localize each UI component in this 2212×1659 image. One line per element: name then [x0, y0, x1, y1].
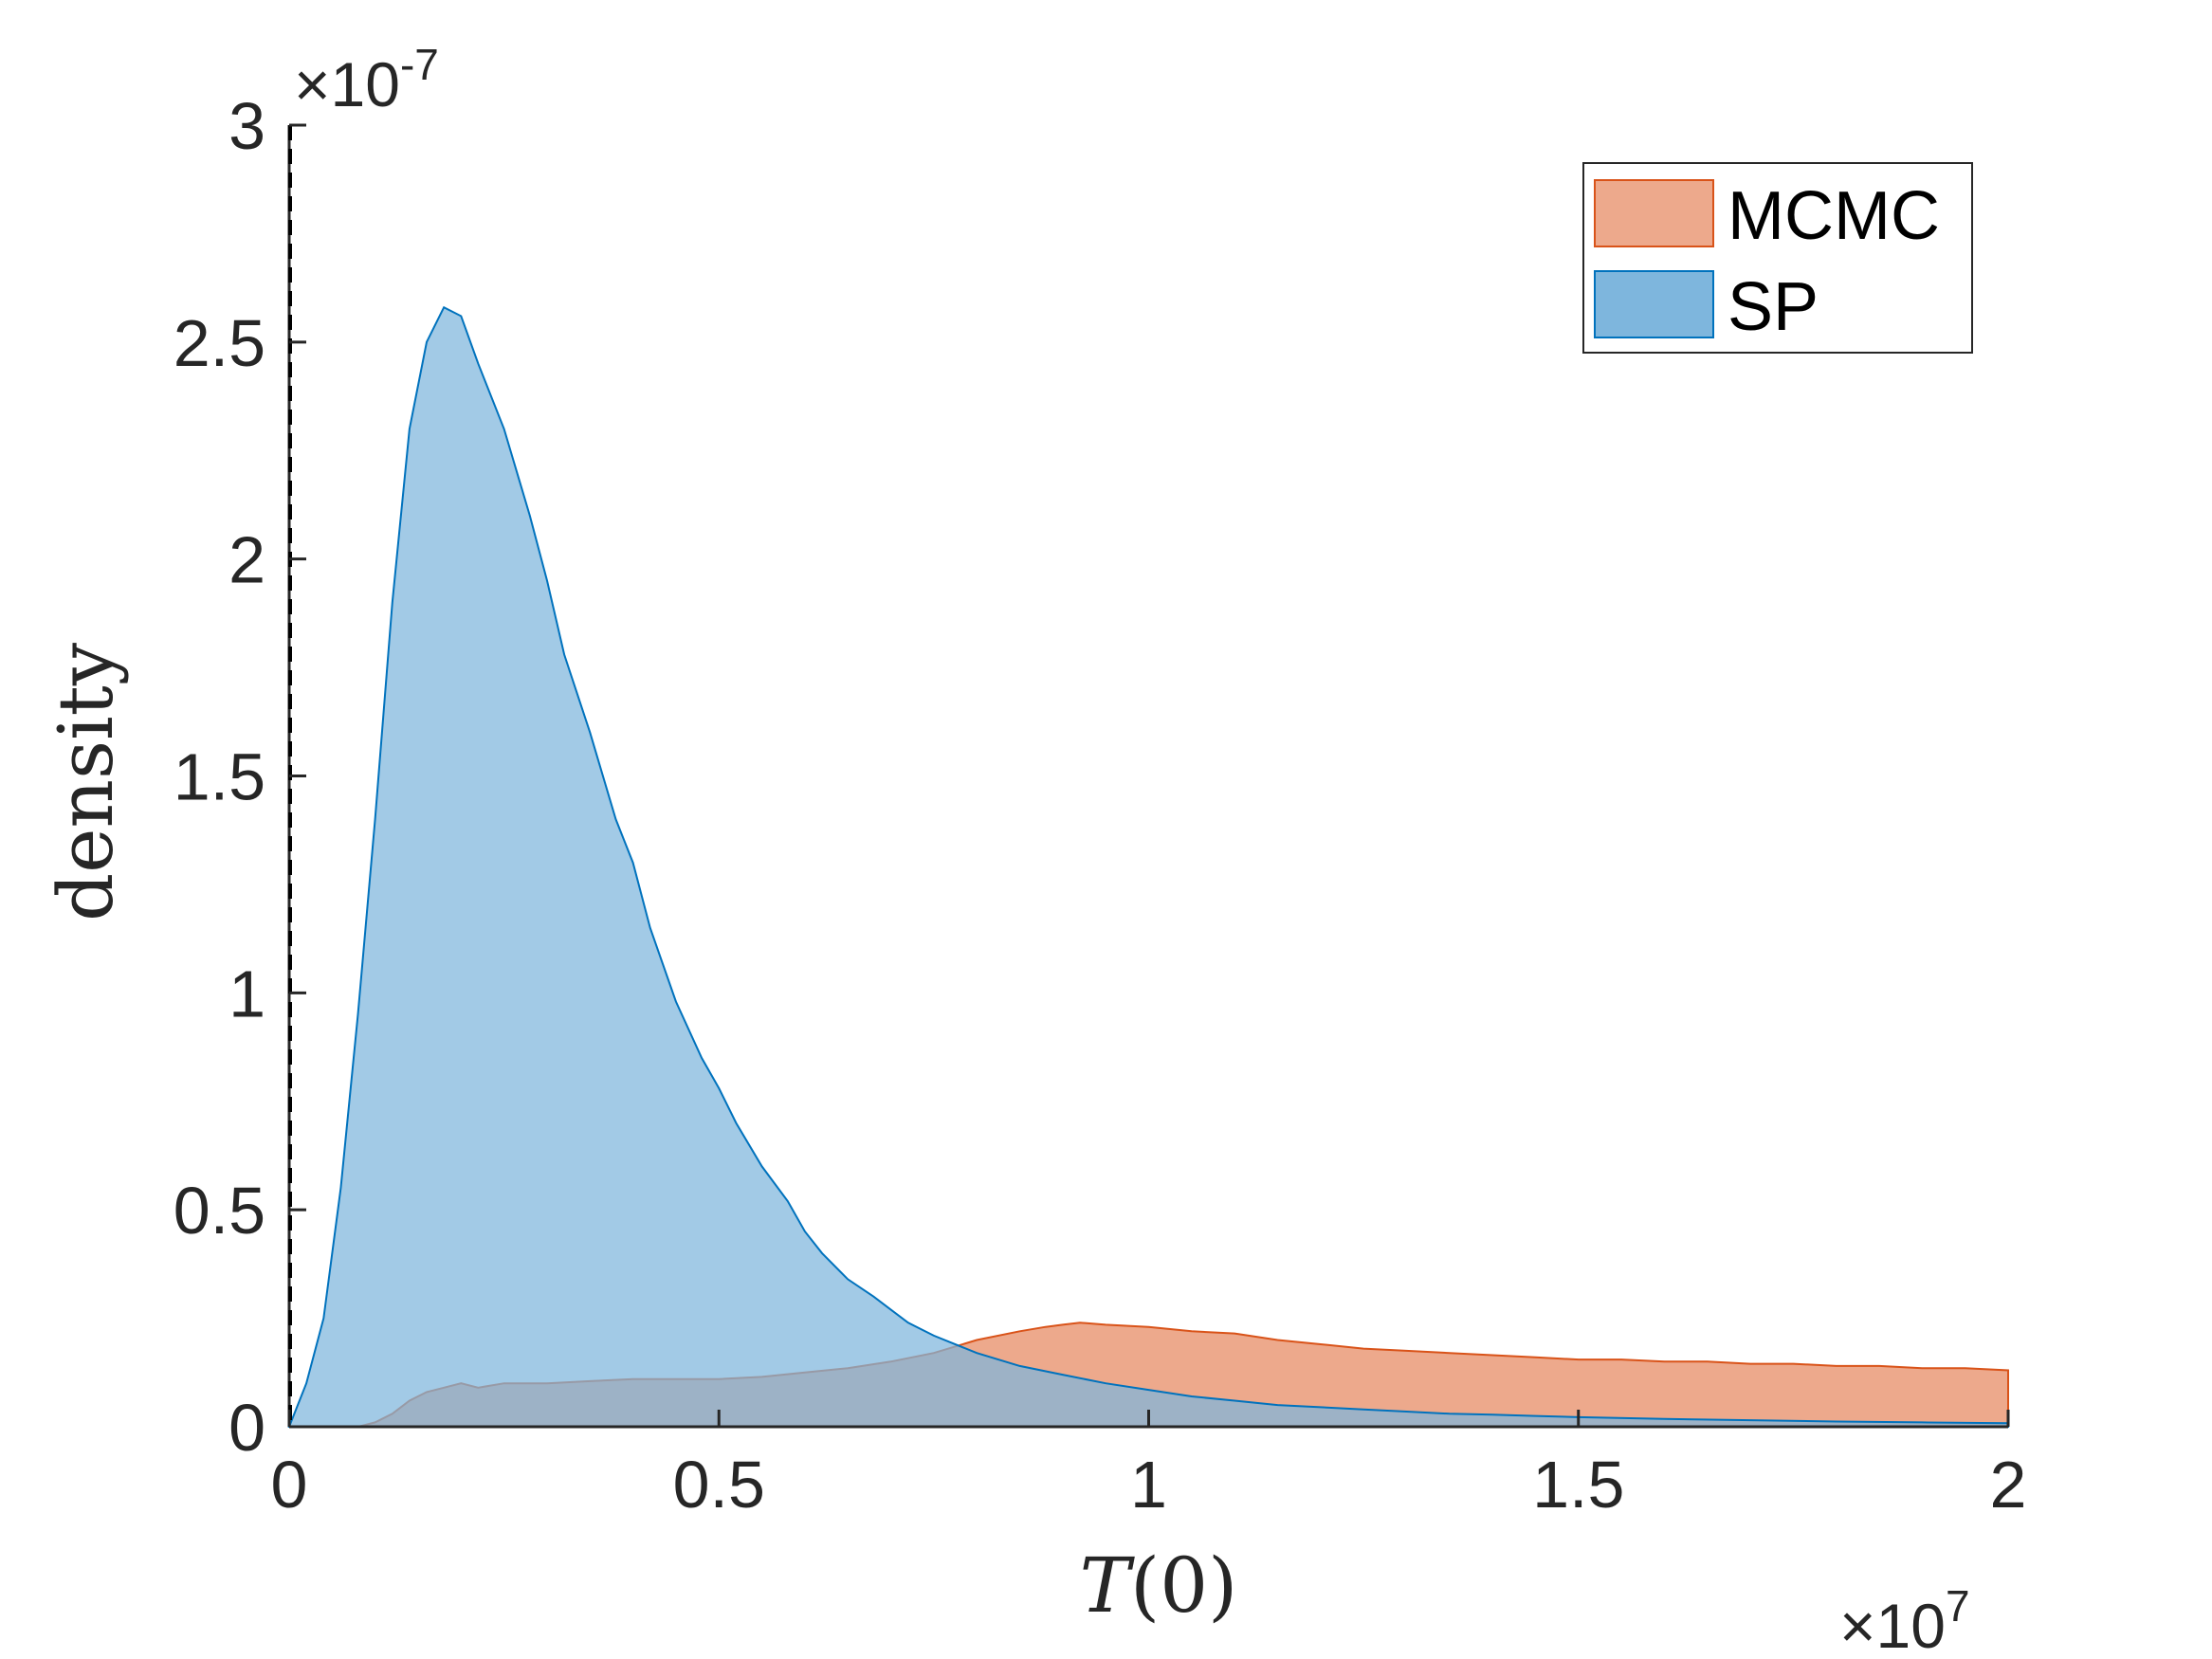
axes — [287, 123, 2010, 1429]
x-axis-exponent: ×107 — [1839, 1581, 1970, 1659]
legend: MCMC SP — [1582, 162, 1973, 354]
x-axis-label-argument: (0) — [1130, 1541, 1237, 1630]
y-axis-label: density — [42, 643, 130, 921]
y-tick-label: 0.5 — [174, 1174, 265, 1248]
legend-swatch-sp — [1594, 270, 1714, 338]
x-tick-label: 0 — [271, 1448, 308, 1522]
y-tick-label: 2 — [229, 523, 265, 597]
y-exponent-base: ×10 — [294, 49, 400, 119]
x-axis-label: T(0) — [1080, 1541, 1238, 1630]
y-tick-label: 3 — [229, 89, 265, 163]
x-exponent-base: ×10 — [1839, 1591, 1946, 1659]
x-tick-label: 2 — [1990, 1448, 2027, 1522]
y-tick-label: 1.5 — [174, 740, 265, 814]
y-axis-exponent: ×10-7 — [294, 40, 439, 119]
y-exponent-power: -7 — [400, 40, 439, 89]
area-sp — [287, 305, 2009, 1428]
y-tick-label: 1 — [229, 957, 265, 1030]
y-tick-label: 2.5 — [174, 306, 265, 380]
x-exponent-power: 7 — [1946, 1581, 1970, 1631]
legend-swatch-mcmc — [1594, 179, 1714, 247]
x-axis-label-variable: T — [1080, 1541, 1136, 1630]
plot-areas — [287, 305, 2009, 1428]
x-tick-label: 0.5 — [673, 1448, 765, 1522]
tick-labels: 0 0.5 1 1.5 2 0 0.5 1 1.5 2 2.5 3 — [174, 89, 2027, 1522]
x-tick-label: 1.5 — [1532, 1448, 1624, 1522]
y-tick-label: 0 — [229, 1391, 265, 1465]
legend-label-mcmc: MCMC — [1728, 178, 1940, 254]
legend-label-sp: SP — [1728, 269, 1819, 345]
x-tick-label: 1 — [1130, 1448, 1167, 1522]
